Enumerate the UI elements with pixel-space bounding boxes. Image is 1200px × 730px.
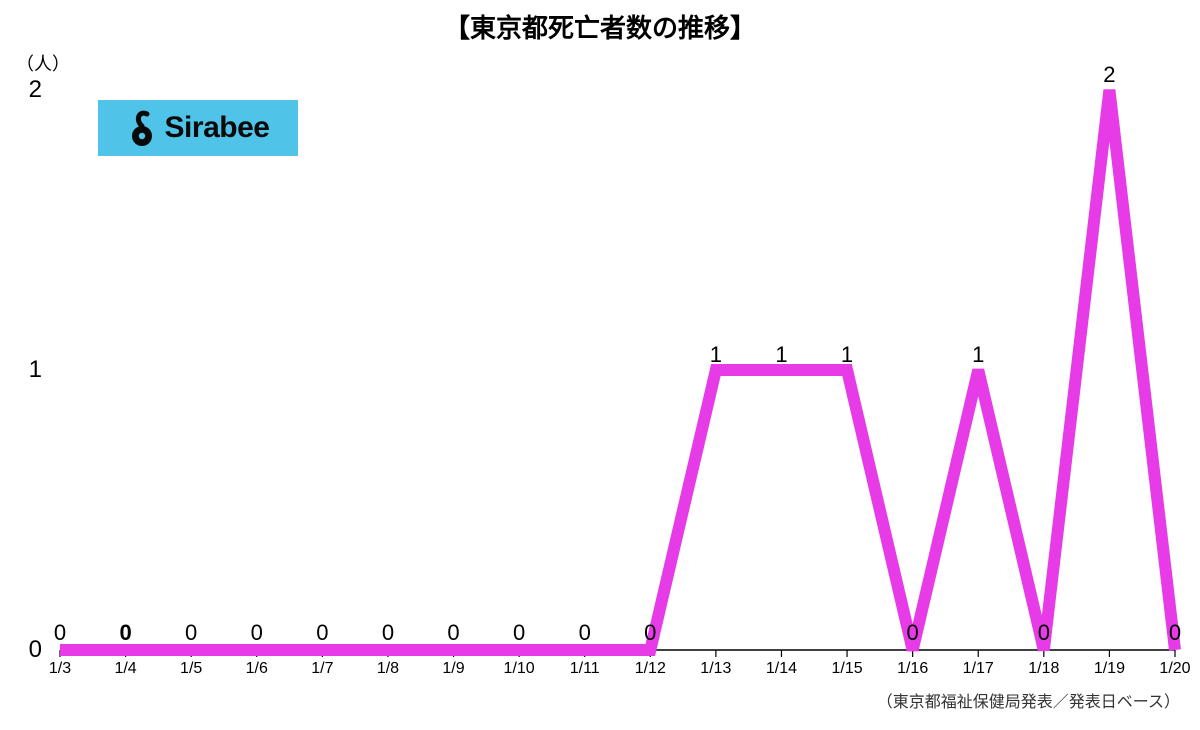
x-tick-label: 1/11 xyxy=(570,660,600,678)
x-tick-label: 1/12 xyxy=(635,660,666,678)
data-point-label: 0 xyxy=(513,620,525,646)
x-tick-label: 1/7 xyxy=(311,660,333,678)
data-point-label: 0 xyxy=(907,620,919,646)
data-point-label: 0 xyxy=(185,620,197,646)
x-tick-label: 1/20 xyxy=(1159,660,1190,678)
x-tick-label: 1/14 xyxy=(766,660,797,678)
line-chart xyxy=(0,0,1200,730)
x-tick-label: 1/13 xyxy=(700,660,731,678)
data-point-label: 0 xyxy=(1038,620,1050,646)
data-point-label: 0 xyxy=(119,620,131,646)
data-point-label: 0 xyxy=(579,620,591,646)
x-tick-label: 1/10 xyxy=(504,660,535,678)
x-tick-label: 1/6 xyxy=(246,660,268,678)
data-point-label: 0 xyxy=(54,620,66,646)
y-tick-label: 1 xyxy=(12,356,42,384)
data-point-label: 0 xyxy=(1169,620,1181,646)
data-point-label: 0 xyxy=(316,620,328,646)
x-tick-label: 1/19 xyxy=(1094,660,1125,678)
x-tick-label: 1/16 xyxy=(897,660,928,678)
data-line xyxy=(60,90,1175,650)
data-point-label: 1 xyxy=(841,342,853,368)
data-point-label: 0 xyxy=(447,620,459,646)
data-point-label: 1 xyxy=(972,342,984,368)
x-tick-label: 1/3 xyxy=(49,660,71,678)
data-point-label: 1 xyxy=(710,342,722,368)
data-point-label: 2 xyxy=(1103,62,1115,88)
data-point-label: 0 xyxy=(644,620,656,646)
data-point-label: 0 xyxy=(251,620,263,646)
x-tick-label: 1/18 xyxy=(1028,660,1059,678)
x-tick-label: 1/15 xyxy=(831,660,862,678)
y-tick-label: 2 xyxy=(12,76,42,104)
x-tick-label: 1/17 xyxy=(963,660,994,678)
data-point-label: 0 xyxy=(382,620,394,646)
x-tick-label: 1/8 xyxy=(377,660,399,678)
y-tick-label: 0 xyxy=(12,636,42,664)
x-tick-label: 1/9 xyxy=(442,660,464,678)
data-point-label: 1 xyxy=(775,342,787,368)
x-tick-label: 1/5 xyxy=(180,660,202,678)
x-tick-label: 1/4 xyxy=(114,660,136,678)
